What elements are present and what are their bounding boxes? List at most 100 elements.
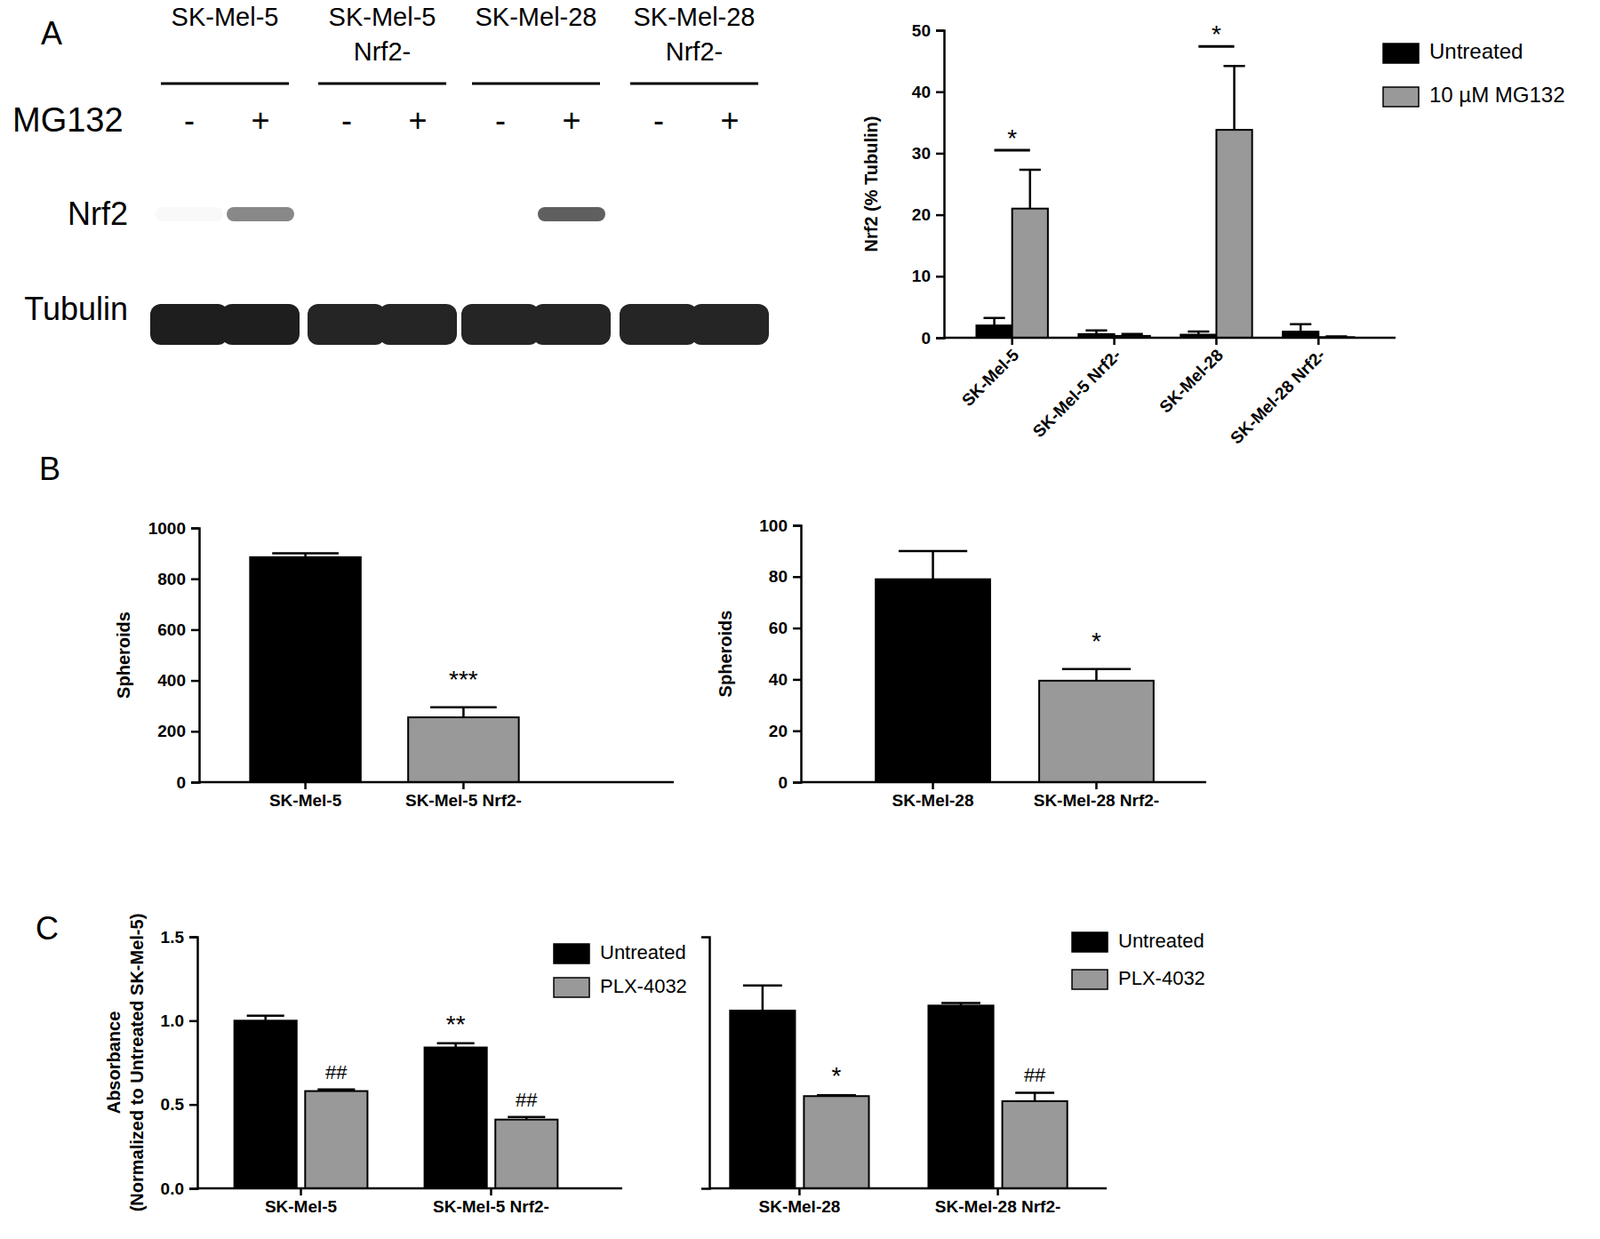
legend-swatch	[1072, 969, 1108, 990]
y-axis-title: Nrf2 (% Tubulin)	[861, 116, 881, 253]
chart: 0.00.51.01.5SK-Mel-5SK-Mel-5 Nrf2-Absorb…	[104, 913, 688, 1217]
y-tick-mark	[936, 29, 944, 32]
axis-line	[800, 781, 1207, 784]
error-bar	[1015, 1092, 1055, 1101]
treatment-label: MG132	[12, 101, 124, 139]
axis-line	[936, 31, 945, 339]
x-tick-label: SK-Mel-28 Nrf2-	[1033, 791, 1160, 810]
legend-swatch	[553, 944, 590, 964]
lane-group-label: SK-Mel-5	[171, 2, 280, 32]
x-axis: SK-Mel-28 SK-Mel-28 Nrf2-	[709, 1188, 1107, 1216]
y-tick-label: 50	[912, 21, 931, 40]
western-blot: SK-Mel-5SK-Mel-5Nrf2-SK-Mel-28SK-Mel-28N…	[12, 2, 769, 345]
bar	[1216, 129, 1252, 338]
blot-band	[690, 304, 769, 345]
treatment-sign: -	[495, 102, 506, 139]
legend-swatch	[1383, 87, 1419, 107]
significance-label: ##	[1024, 1064, 1047, 1087]
legend-label: PLX-4032	[1118, 967, 1206, 990]
y-tick: 0	[777, 773, 801, 792]
bar	[249, 557, 360, 783]
error-bar	[1019, 169, 1041, 209]
treatment-sign: -	[184, 102, 195, 139]
blot-band	[384, 207, 452, 222]
y-tick: 30	[912, 144, 944, 163]
bar	[1012, 208, 1048, 338]
plot-area	[729, 985, 1067, 1189]
x-tick-mark	[931, 782, 935, 790]
error-bar	[1223, 65, 1245, 130]
y-tick-label: 1.0	[160, 1011, 184, 1031]
y-tick-mark	[792, 729, 801, 733]
plot-area	[234, 1016, 559, 1189]
error-bar	[437, 1043, 475, 1048]
significance-label: *	[832, 1062, 842, 1090]
axis-line	[197, 1187, 623, 1191]
x-tick: SK-Mel-28	[758, 1188, 840, 1216]
x-tick-label: SK-Mel-28 Nrf2-	[935, 1197, 1061, 1216]
y-tick-label: 200	[157, 721, 186, 741]
bar	[729, 1010, 795, 1189]
bar	[1039, 680, 1154, 783]
legend: UntreatedPLX-4032	[553, 941, 688, 998]
x-tick-mark	[1317, 337, 1320, 345]
y-axis-title: Spheroids	[715, 610, 736, 698]
error-bar	[507, 1117, 545, 1120]
lane-group-label: SK-Mel-28	[633, 2, 756, 32]
x-tick: SK-Mel-5 Nrf2-	[405, 782, 522, 810]
y-tick: 20	[768, 721, 801, 741]
significance-label: *	[1211, 20, 1222, 48]
y-tick-mark	[189, 1104, 198, 1107]
y-tick-mark	[936, 90, 944, 94]
y-tick-mark	[189, 936, 198, 939]
y-tick-label: 10	[912, 266, 931, 286]
chart: 020406080100SK-Mel-28SK-Mel-28 Nrf2-Sphe…	[715, 516, 1207, 811]
y-tick-label: 0	[176, 773, 186, 792]
legend-swatch	[1383, 43, 1419, 64]
bar	[495, 1120, 558, 1189]
legend-label: Untreated	[1118, 929, 1205, 952]
error-bar	[1121, 334, 1144, 336]
blot-row-label: Nrf2	[67, 195, 128, 232]
y-tick-mark	[191, 629, 200, 632]
y-tick-mark	[189, 1187, 198, 1191]
axis-line	[199, 781, 674, 784]
y-tick: 0	[920, 328, 944, 348]
bar	[875, 579, 991, 783]
x-tick-label: SK-Mel-5 Nrf2-	[405, 791, 522, 810]
x-tick-mark	[1215, 337, 1218, 345]
y-tick: 200	[157, 721, 200, 741]
y-tick-mark	[792, 627, 801, 631]
y-tick-mark	[189, 1020, 198, 1024]
y-tick-mark	[936, 275, 944, 279]
y-tick-label: 400	[157, 671, 186, 690]
x-tick-mark	[1112, 337, 1116, 345]
y-tick-label: 100	[759, 516, 788, 536]
y-tick-label: 1000	[148, 519, 186, 538]
significance-label: **	[446, 1010, 466, 1039]
y-tick-mark	[792, 576, 801, 579]
y-tick: 60	[768, 618, 801, 638]
axis-line	[189, 937, 199, 1190]
lane-group-label: SK-Mel-28	[475, 2, 598, 32]
blot-band	[624, 207, 693, 222]
chart: 02004006008001000SK-Mel-5SK-Mel-5 Nrf2-S…	[113, 519, 674, 811]
x-tick-label: SK-Mel-5 Nrf2-	[1029, 345, 1125, 441]
y-tick-label: 80	[768, 567, 788, 586]
blot-band	[461, 304, 540, 345]
x-tick-mark	[798, 1188, 801, 1196]
axis-line	[792, 526, 802, 784]
y-tick: 40	[912, 82, 944, 102]
x-tick: SK-Mel-5	[958, 337, 1024, 410]
error-bar	[1085, 330, 1107, 335]
figure: ABCSK-Mel-5SK-Mel-5Nrf2-SK-Mel-28SK-Mel-…	[0, 0, 1600, 1239]
y-tick-mark	[792, 679, 801, 682]
significance-label: *	[1091, 627, 1102, 656]
error-bar	[1289, 324, 1312, 332]
error-bar	[1062, 669, 1131, 681]
x-axis: SK-Mel-28SK-Mel-28 Nrf2-	[800, 782, 1207, 810]
y-tick-label: 30	[912, 144, 931, 163]
y-tick-mark	[191, 577, 200, 581]
y-tick-label: 0	[920, 328, 931, 348]
legend-label: Untreated	[1429, 39, 1523, 64]
